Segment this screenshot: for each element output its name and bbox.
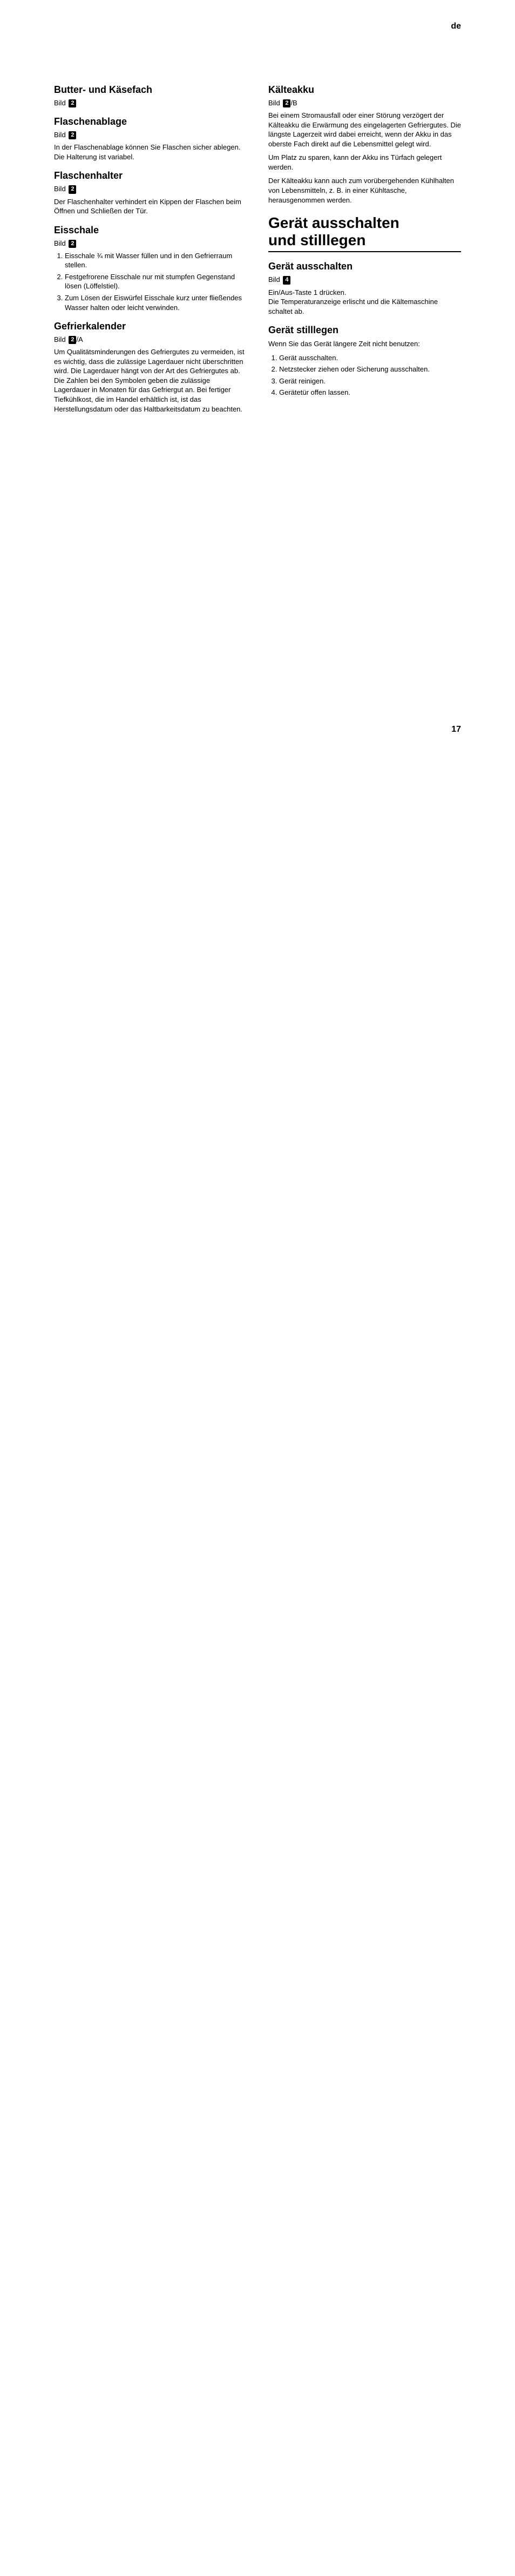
manual-page: de Butter- und Käsefach Bild 2 Flaschena… [0,0,515,756]
list-item: Gerät ausschalten. [279,353,461,363]
bild-ref-butter: Bild 2 [54,99,247,107]
heading-eisschale: Eisschale [54,225,247,236]
heading-flaschenablage: Flaschenablage [54,116,247,127]
heading-flaschenhalter: Flaschenhalter [54,170,247,181]
para-gefrierkalender: Um Qualitätsminderungen des Gefriergutes… [54,347,247,414]
bild-number-icon: 4 [283,276,290,284]
page-number: 17 [451,725,461,734]
bild-label: Bild [54,99,66,107]
para-kaelteakku-1: Bei einem Stromausfall oder einer Störun… [268,111,461,149]
bild-ref-ausschalten: Bild 4 [268,275,461,284]
bild-ref-kaelteakku: Bild 2/B [268,99,461,107]
bild-number-icon: 2 [69,240,76,248]
para-flaschenablage: In der Flaschenablage können Sie Flasche… [54,143,247,161]
list-item: Zum Lösen der Eiswürfel Eisschale kurz u… [65,293,247,312]
bild-number-icon: 2 [69,99,76,107]
list-item: Gerätetür offen lassen. [279,388,461,397]
language-tag: de [451,22,461,31]
bild-label: Bild [54,239,66,247]
stilllegen-steps: Gerät ausschalten. Netzstecker ziehen od… [268,353,461,397]
bild-number-icon: 2 [69,336,76,344]
section-heading-ausschalten-stilllegen: Gerät ausschalten und stilllegen [268,214,461,252]
eisschale-steps: Eisschale ¾ mit Wasser füllen und in den… [54,251,247,312]
heading-kaelteakku: Kälteakku [268,84,461,96]
two-column-layout: Butter- und Käsefach Bild 2 Flaschenabla… [54,76,461,418]
heading-gefrierkalender: Gefrierkalender [54,321,247,332]
section-heading-line1: Gerät ausschalten [268,214,399,231]
section-heading-line2: und stilllegen [268,232,365,248]
bild-number-icon: 2 [283,99,290,107]
para-kaelteakku-3: Der Kälteakku kann auch zum vorübergehen… [268,176,461,205]
bild-label: Bild [54,185,66,193]
bild-ref-flaschenhalter: Bild 2 [54,185,247,193]
para-flaschenhalter: Der Flaschenhalter verhindert ein Kippen… [54,197,247,216]
bild-suffix: /A [76,335,83,343]
bild-label: Bild [54,335,66,343]
heading-geraet-ausschalten: Gerät ausschalten [268,261,461,272]
bild-label: Bild [54,131,66,139]
list-item: Gerät reinigen. [279,376,461,386]
bild-label: Bild [268,99,280,107]
para-ausschalten: Ein/Aus-Taste 1 drücken. Die Temperatura… [268,288,461,316]
bild-ref-gefrierkalender: Bild 2/A [54,335,247,344]
bild-label: Bild [268,275,280,284]
bild-number-icon: 2 [69,185,76,193]
left-column: Butter- und Käsefach Bild 2 Flaschenabla… [54,76,247,418]
bild-number-icon: 2 [69,131,76,139]
para-kaelteakku-2: Um Platz zu sparen, kann der Akku ins Tü… [268,153,461,172]
bild-suffix: /B [290,99,297,107]
para-stilllegen-intro: Wenn Sie das Gerät längere Zeit nicht be… [268,339,461,349]
list-item: Festgefrorene Eisschale nur mit stumpfen… [65,272,247,291]
heading-geraet-stilllegen: Gerät stilllegen [268,325,461,336]
bild-ref-flaschenablage: Bild 2 [54,131,247,139]
list-item: Netzstecker ziehen oder Sicherung aussch… [279,365,461,374]
heading-butter-kaesefach: Butter- und Käsefach [54,84,247,96]
bild-ref-eisschale: Bild 2 [54,239,247,248]
list-item: Eisschale ¾ mit Wasser füllen und in den… [65,251,247,270]
right-column: Kälteakku Bild 2/B Bei einem Stromausfal… [268,76,461,418]
